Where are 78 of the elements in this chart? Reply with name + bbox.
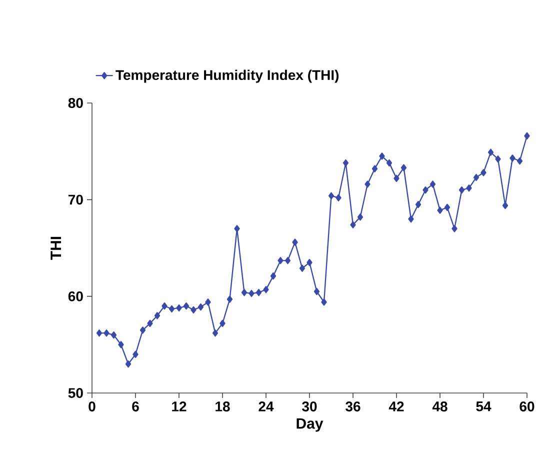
point: [205, 298, 211, 306]
point: [183, 302, 190, 310]
point: [336, 194, 342, 202]
point: [314, 288, 320, 296]
point: [110, 331, 117, 339]
point: [154, 312, 160, 320]
point: [437, 206, 443, 214]
point: [147, 320, 153, 327]
point: [516, 157, 523, 165]
point: [118, 341, 124, 348]
point: [364, 180, 370, 188]
point: [524, 132, 530, 140]
point: [212, 329, 218, 337]
point: [226, 296, 233, 303]
point: [263, 286, 269, 294]
point: [140, 326, 146, 334]
y-tick-label: 50: [68, 388, 83, 398]
point: [321, 298, 327, 306]
x-tick-label: 48: [432, 402, 448, 412]
point: [394, 174, 400, 182]
point: [422, 186, 428, 194]
point: [96, 329, 102, 337]
x-tick-label: 18: [216, 402, 230, 412]
point: [284, 256, 291, 264]
x-tick-label: 36: [346, 402, 360, 412]
point: [408, 215, 414, 223]
point: [299, 264, 306, 272]
point: [256, 288, 262, 296]
point: [198, 303, 204, 311]
point: [444, 204, 450, 211]
point: [510, 154, 516, 162]
point: [495, 155, 501, 163]
y-axis-title: THI: [50, 236, 62, 260]
x-tick-label: 24: [258, 402, 274, 412]
point: [168, 305, 175, 312]
point: [220, 320, 226, 327]
point: [400, 164, 407, 172]
point: [248, 290, 254, 298]
point: [452, 225, 458, 232]
point: [342, 159, 349, 167]
x-tick-label: 42: [388, 402, 404, 412]
y-tick-label: 60: [68, 291, 83, 302]
x-tick-label: 30: [302, 402, 317, 412]
point: [502, 202, 508, 210]
point: [104, 329, 110, 337]
point: [176, 304, 182, 312]
point: [386, 159, 392, 167]
point: [292, 238, 298, 246]
x-tick-label: 6: [132, 402, 139, 412]
point: [328, 192, 334, 200]
point: [430, 180, 436, 188]
point: [162, 302, 168, 310]
y-tick-label: 70: [68, 194, 83, 205]
point: [234, 225, 240, 232]
point: [270, 272, 276, 280]
x-tick-label: 0: [88, 402, 96, 412]
point: [415, 200, 422, 208]
point: [132, 350, 138, 358]
x-tick-label: 54: [476, 402, 492, 412]
point: [190, 306, 196, 314]
x-tick-label: 12: [172, 402, 186, 412]
point: [473, 174, 480, 182]
y-tick-label: 80: [68, 98, 83, 108]
point: [488, 148, 494, 156]
x-tick-label: 60: [520, 402, 534, 412]
point: [372, 165, 378, 172]
point: [379, 152, 385, 160]
point: [278, 256, 284, 264]
point: [466, 184, 472, 192]
point: [480, 169, 486, 176]
point: [357, 213, 364, 221]
point: [306, 258, 312, 266]
point: [241, 288, 248, 296]
x-axis-title: Day: [296, 418, 324, 432]
point: [125, 360, 132, 368]
legend-label: Temperature Humidity Index (THI): [116, 70, 339, 83]
point: [458, 186, 465, 194]
point: [350, 221, 356, 228]
